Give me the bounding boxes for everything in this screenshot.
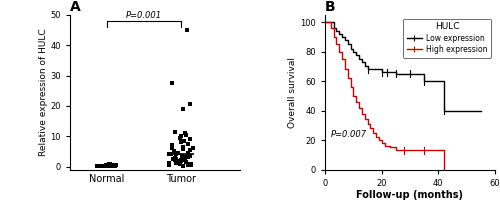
Point	[103, 164, 111, 168]
Point	[111, 164, 119, 167]
X-axis label: Follow-up (months): Follow-up (months)	[356, 190, 464, 200]
Point	[172, 161, 180, 164]
Point	[174, 151, 182, 154]
Point	[112, 163, 120, 166]
Point	[178, 159, 186, 162]
Point	[106, 164, 114, 167]
Point	[164, 161, 172, 165]
Point	[176, 141, 184, 144]
Point	[108, 165, 116, 168]
Point	[180, 155, 188, 159]
Point	[170, 150, 178, 153]
Point	[168, 146, 176, 149]
Text: B: B	[325, 0, 336, 14]
Point	[94, 165, 102, 168]
Text: A: A	[70, 0, 81, 14]
Point	[96, 164, 104, 167]
Point	[170, 150, 178, 154]
Point	[180, 107, 188, 111]
Point	[109, 163, 117, 167]
Y-axis label: Overall survival: Overall survival	[288, 57, 298, 128]
Point	[176, 136, 184, 139]
Point	[177, 160, 185, 163]
Text: P=0.001: P=0.001	[126, 11, 162, 20]
Point	[186, 148, 194, 152]
Point	[182, 133, 190, 136]
Text: P=0.007: P=0.007	[330, 130, 367, 139]
Point	[105, 162, 113, 166]
Point	[170, 149, 178, 152]
Point	[174, 159, 182, 163]
Point	[107, 164, 115, 167]
Point	[108, 165, 116, 168]
Point	[184, 142, 192, 145]
Point	[164, 153, 172, 156]
Point	[106, 165, 114, 168]
Point	[184, 151, 192, 155]
Point	[100, 165, 108, 168]
Point	[182, 160, 190, 164]
Point	[186, 162, 194, 165]
Point	[176, 162, 184, 166]
Point	[183, 28, 191, 32]
Point	[181, 131, 189, 135]
Point	[179, 164, 187, 167]
Point	[94, 164, 102, 167]
Point	[184, 153, 192, 157]
Point	[178, 154, 186, 157]
Point	[166, 164, 173, 167]
Point	[189, 147, 197, 150]
Point	[170, 159, 178, 162]
Point	[106, 163, 114, 166]
Point	[168, 81, 175, 85]
Point	[168, 144, 176, 147]
Point	[180, 139, 188, 142]
Point	[182, 156, 190, 159]
Point	[186, 154, 194, 158]
Point	[179, 147, 187, 151]
Point	[186, 138, 194, 141]
Point	[171, 156, 179, 160]
Point	[95, 165, 103, 168]
Point	[181, 158, 189, 162]
Point	[166, 152, 174, 156]
Point	[188, 163, 196, 167]
Point	[102, 163, 110, 167]
Point	[178, 145, 186, 149]
Point	[188, 162, 196, 166]
Point	[97, 164, 105, 167]
Point	[107, 164, 115, 167]
Point	[99, 165, 107, 168]
Y-axis label: Relative expression of HULC: Relative expression of HULC	[38, 28, 48, 156]
Point	[98, 165, 106, 168]
Point	[103, 164, 111, 168]
Legend: Low expression, High expression: Low expression, High expression	[403, 19, 491, 58]
Point	[172, 157, 180, 160]
Point	[184, 155, 192, 159]
Point	[96, 164, 104, 168]
Point	[184, 163, 192, 166]
Point	[186, 103, 194, 106]
Point	[168, 157, 176, 161]
Point	[170, 130, 178, 133]
Point	[108, 165, 116, 168]
Point	[172, 152, 180, 156]
Point	[104, 163, 112, 167]
Point	[177, 135, 185, 138]
